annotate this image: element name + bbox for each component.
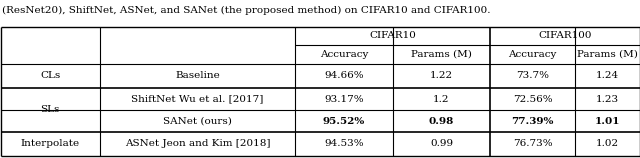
Text: 1.2: 1.2 <box>433 94 450 103</box>
Text: 73.7%: 73.7% <box>516 72 549 80</box>
Text: ASNet Jeon and Kim [2018]: ASNet Jeon and Kim [2018] <box>125 140 270 149</box>
Text: Params (M): Params (M) <box>577 50 637 59</box>
Text: CIFAR10: CIFAR10 <box>369 31 416 40</box>
Text: 0.98: 0.98 <box>429 116 454 125</box>
Text: 72.56%: 72.56% <box>513 94 552 103</box>
Text: SLs: SLs <box>40 106 60 115</box>
Text: Accuracy: Accuracy <box>508 50 557 59</box>
Text: 95.52%: 95.52% <box>323 116 365 125</box>
Text: CIFAR100: CIFAR100 <box>538 31 591 40</box>
Text: 1.23: 1.23 <box>596 94 619 103</box>
Text: 1.22: 1.22 <box>430 72 453 80</box>
Text: SANet (ours): SANet (ours) <box>163 116 232 125</box>
Text: 1.24: 1.24 <box>596 72 619 80</box>
Text: 76.73%: 76.73% <box>513 140 552 149</box>
Text: 0.99: 0.99 <box>430 140 453 149</box>
Text: 1.02: 1.02 <box>596 140 619 149</box>
Text: 94.66%: 94.66% <box>324 72 364 80</box>
Text: (ResNet20), ShiftNet, ASNet, and SANet (the proposed method) on CIFAR10 and CIFA: (ResNet20), ShiftNet, ASNet, and SANet (… <box>2 6 490 15</box>
Text: 94.53%: 94.53% <box>324 140 364 149</box>
Text: Params (M): Params (M) <box>411 50 472 59</box>
Text: Baseline: Baseline <box>175 72 220 80</box>
Text: 77.39%: 77.39% <box>511 116 554 125</box>
Text: Accuracy: Accuracy <box>320 50 368 59</box>
Text: ShiftNet Wu et al. [2017]: ShiftNet Wu et al. [2017] <box>131 94 264 103</box>
Text: 1.01: 1.01 <box>595 116 620 125</box>
Text: Interpolate: Interpolate <box>20 140 80 149</box>
Text: 93.17%: 93.17% <box>324 94 364 103</box>
Text: CLs: CLs <box>40 72 60 80</box>
